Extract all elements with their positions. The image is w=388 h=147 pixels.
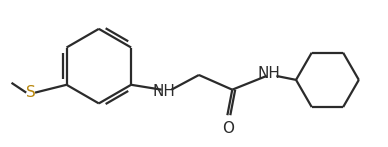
- Text: S: S: [26, 85, 36, 100]
- Text: NH: NH: [257, 66, 280, 81]
- Text: NH: NH: [152, 84, 175, 99]
- Text: O: O: [222, 121, 234, 136]
